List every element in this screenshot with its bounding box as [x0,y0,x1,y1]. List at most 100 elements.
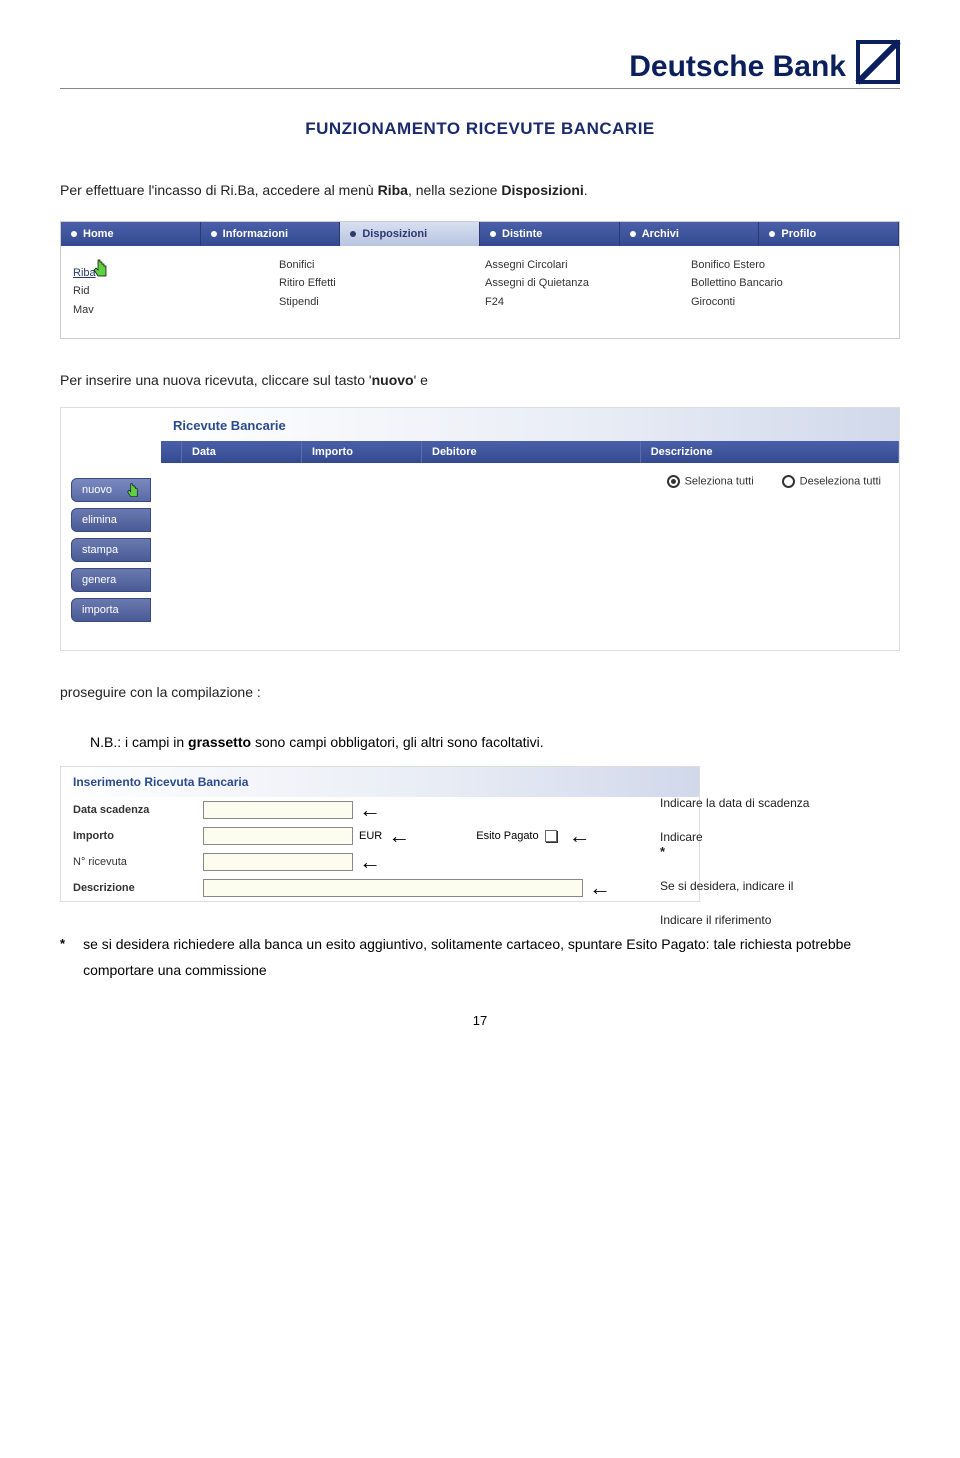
esito-pagato-group: Esito Pagato ← [476,830,596,842]
callout-2-text: Indicare [660,830,703,844]
tab-profilo[interactable]: Profilo [759,222,899,246]
stampa-button[interactable]: stampa [71,538,151,562]
button-label: stampa [82,544,118,556]
intro-text-3: . [584,182,588,198]
form-title: Inserimento Ricevuta Bancaria [61,767,699,797]
tab-home[interactable]: Home [61,222,201,246]
form-row-ricevuta: N° ricevuta ← [61,849,699,875]
page-number: 17 [60,1013,900,1028]
button-label: nuovo [82,484,112,496]
button-label: elimina [82,514,117,526]
tab-informazioni[interactable]: Informazioni [201,222,341,246]
menu-column-4: Bonifico Estero Bollettino Bancario Giro… [691,256,887,320]
intro-bold-1: Riba [378,182,408,198]
col-descrizione: Descrizione [641,441,899,463]
brand-mark-icon [856,40,900,84]
menu-column-3: Assegni Circolari Assegni di Quietanza F… [485,256,681,320]
cursor-hand-icon [96,256,112,276]
menu-link-mav[interactable]: Mav [73,301,269,320]
arrow-icon: ← [359,805,381,815]
elimina-button[interactable]: elimina [71,508,151,532]
tab-label: Archivi [642,228,679,240]
tab-label: Profilo [781,228,816,240]
form-row-descrizione: Descrizione ← [61,875,699,901]
arrow-icon: ← [388,831,410,841]
nb-part1: N.B.: i campi in [90,734,188,750]
radio-icon [782,475,795,488]
bullet-icon [350,231,356,237]
brand-logo: Deutsche Bank [629,40,900,84]
table-header: Data Importo Debitore Descrizione [161,441,899,463]
screenshot-form: Inserimento Ricevuta Bancaria Data scade… [60,766,700,902]
arrow-icon: ← [359,857,381,867]
menu-link[interactable]: Giroconti [691,293,887,312]
page-title: FUNZIONAMENTO RICEVUTE BANCARIE [60,119,900,139]
tab-label: Distinte [502,228,542,240]
tab-label: Home [83,228,114,240]
nb-bold1: grassetto [188,734,251,750]
intro-paragraph: Per effettuare l'incasso di Ri.Ba, acced… [60,179,900,203]
callout-1: Indicare la data di scadenza [660,796,900,810]
label-data-scadenza: Data scadenza [73,804,203,816]
footnote-star: * [60,932,65,955]
col-data: Data [182,441,302,463]
callout-2: Indicare* [660,830,900,859]
menu-link-rid[interactable]: Rid [73,282,269,301]
intro-text-1: Per effettuare l'incasso di Ri.Ba, acced… [60,182,378,198]
tab-distinte[interactable]: Distinte [480,222,620,246]
menu-link[interactable]: Ritiro Effetti [279,274,475,293]
text2-part2: ' e [414,372,428,388]
menu-link[interactable]: Assegni Circolari [485,256,681,275]
menu-link[interactable]: F24 [485,293,681,312]
bullet-icon [490,231,496,237]
main-panel: Ricevute Bancarie Data Importo Debitore … [161,408,899,650]
bullet-icon [630,231,636,237]
col-importo: Importo [302,441,422,463]
selection-row: Seleziona tutti Deseleziona tutti [161,463,899,500]
genera-button[interactable]: genera [71,568,151,592]
select-all[interactable]: Seleziona tutti [667,475,754,488]
menu-link[interactable]: Assegni di Quietanza [485,274,681,293]
radio-checked-icon [667,475,680,488]
cursor-hand-icon [126,482,142,503]
panel-title: Ricevute Bancarie [161,408,899,441]
arrow-icon: ← [589,883,611,893]
callout-4: Indicare il riferimento [660,913,900,927]
page-header: Deutsche Bank [60,40,900,89]
currency-label: EUR [359,830,382,842]
tab-archivi[interactable]: Archivi [620,222,760,246]
tab-label: Disposizioni [362,228,427,240]
text-paragraph-3: proseguire con la compilazione : [60,681,900,705]
input-data-scadenza[interactable] [203,801,353,819]
button-label: genera [82,574,116,586]
menu-link[interactable]: Bonifici [279,256,475,275]
nuovo-button[interactable]: nuovo [71,478,151,502]
menu-link[interactable]: Stipendi [279,293,475,312]
callout-3: Se si desidera, indicare il [660,879,900,893]
menu-link[interactable]: Bollettino Bancario [691,274,887,293]
deselect-all[interactable]: Deseleziona tutti [782,475,881,488]
side-buttons: nuovo elimina stampa genera importa [61,408,161,650]
navbar: Home Informazioni Disposizioni Distinte … [61,222,899,246]
form-row-importo: Importo EUR ← Esito Pagato ← [61,823,699,849]
label-importo: Importo [73,830,203,842]
input-importo[interactable] [203,827,353,845]
screenshot-nav-menu: Home Informazioni Disposizioni Distinte … [60,221,900,339]
nb-part2: sono campi obbligatori, gli altri sono f… [251,734,544,750]
deselect-all-label: Deseleziona tutti [800,475,881,487]
tab-disposizioni[interactable]: Disposizioni [340,222,480,246]
screenshot-form-wrapper: Inserimento Ricevuta Bancaria Data scade… [60,766,900,902]
menu-link[interactable]: Bonifico Estero [691,256,887,275]
tab-label: Informazioni [223,228,288,240]
intro-text-2: , nella sezione [408,182,501,198]
input-n-ricevuta[interactable] [203,853,353,871]
menu-column-1: Riba Rid Mav [73,256,269,320]
bullet-icon [71,231,77,237]
input-descrizione[interactable] [203,879,583,897]
nb-note: N.B.: i campi in grassetto sono campi ob… [90,734,900,750]
arrow-icon: ← [569,831,591,841]
importa-button[interactable]: importa [71,598,151,622]
select-all-label: Seleziona tutti [685,475,754,487]
esito-checkbox[interactable] [545,830,557,842]
button-label: importa [82,604,119,616]
